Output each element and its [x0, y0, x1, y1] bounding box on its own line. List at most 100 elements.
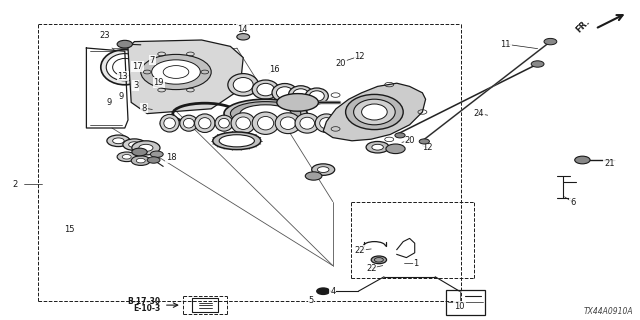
Text: 7: 7 [150, 56, 155, 65]
Circle shape [575, 156, 590, 164]
Circle shape [117, 40, 132, 48]
Text: 17: 17 [132, 62, 143, 71]
Text: TX44A0910A: TX44A0910A [584, 307, 634, 316]
Text: 24: 24 [474, 109, 484, 118]
Ellipse shape [362, 104, 387, 120]
Circle shape [122, 155, 131, 159]
Text: B-17-30: B-17-30 [127, 297, 161, 306]
Circle shape [131, 156, 150, 165]
Text: 13: 13 [118, 72, 128, 81]
Ellipse shape [257, 84, 275, 96]
Ellipse shape [346, 94, 403, 130]
Circle shape [136, 158, 145, 163]
Circle shape [317, 288, 330, 294]
Text: 20: 20 [404, 136, 415, 145]
Text: 5: 5 [308, 296, 314, 305]
Ellipse shape [230, 102, 301, 126]
Ellipse shape [300, 117, 314, 129]
Ellipse shape [184, 118, 194, 128]
Text: 8: 8 [141, 104, 147, 113]
Ellipse shape [272, 84, 298, 102]
Circle shape [147, 157, 160, 163]
Text: 14: 14 [237, 25, 247, 34]
Text: 3: 3 [133, 81, 138, 90]
Ellipse shape [180, 115, 198, 131]
Ellipse shape [233, 77, 253, 92]
Text: 19: 19 [154, 78, 164, 87]
Circle shape [117, 152, 136, 162]
Ellipse shape [309, 91, 324, 101]
Circle shape [150, 151, 163, 157]
Circle shape [372, 144, 383, 150]
Text: 15: 15 [64, 225, 74, 234]
Circle shape [386, 144, 405, 154]
Ellipse shape [198, 118, 211, 129]
Text: 20: 20 [335, 59, 346, 68]
Text: 22: 22 [366, 264, 376, 273]
Polygon shape [128, 40, 243, 114]
Ellipse shape [212, 132, 261, 150]
Text: 23: 23 [99, 31, 109, 40]
Ellipse shape [289, 86, 313, 103]
Ellipse shape [293, 89, 308, 100]
Circle shape [129, 142, 140, 148]
Text: E-10-3: E-10-3 [133, 304, 161, 313]
Circle shape [366, 141, 389, 153]
Text: 16: 16 [269, 65, 279, 74]
Ellipse shape [164, 118, 175, 129]
Ellipse shape [101, 50, 149, 85]
Polygon shape [323, 83, 426, 141]
Ellipse shape [276, 87, 293, 99]
Text: 9: 9 [119, 92, 124, 100]
Text: 1: 1 [413, 259, 419, 268]
Ellipse shape [280, 117, 296, 130]
Ellipse shape [160, 115, 179, 132]
Ellipse shape [353, 99, 396, 125]
Text: 9: 9 [106, 98, 111, 107]
Circle shape [237, 34, 250, 40]
Circle shape [139, 144, 153, 151]
Circle shape [419, 139, 429, 144]
Text: 2: 2 [12, 180, 17, 188]
Ellipse shape [252, 112, 279, 134]
Ellipse shape [215, 115, 233, 131]
Ellipse shape [252, 80, 279, 99]
Text: FR.: FR. [575, 18, 592, 35]
Text: 6: 6 [570, 198, 575, 207]
Circle shape [395, 133, 405, 138]
Circle shape [531, 61, 544, 67]
Circle shape [123, 139, 146, 150]
Circle shape [371, 256, 387, 264]
Text: 10: 10 [454, 302, 465, 311]
Text: 11: 11 [500, 40, 511, 49]
Circle shape [132, 148, 147, 156]
Text: 4: 4 [330, 287, 335, 296]
Text: 18: 18 [166, 153, 177, 162]
Text: 12: 12 [355, 52, 365, 60]
Ellipse shape [257, 116, 274, 130]
Circle shape [113, 138, 124, 144]
Ellipse shape [240, 105, 291, 123]
Ellipse shape [277, 93, 319, 111]
Text: 22: 22 [355, 246, 365, 255]
Circle shape [544, 38, 557, 45]
Ellipse shape [231, 113, 255, 134]
Ellipse shape [319, 118, 333, 129]
Ellipse shape [295, 113, 319, 133]
Ellipse shape [219, 118, 229, 128]
Ellipse shape [275, 113, 301, 134]
Ellipse shape [236, 117, 250, 130]
Circle shape [141, 54, 211, 90]
Circle shape [152, 60, 200, 84]
Circle shape [305, 172, 322, 180]
Ellipse shape [106, 53, 143, 81]
Circle shape [107, 135, 130, 147]
Circle shape [317, 167, 329, 172]
Ellipse shape [315, 114, 338, 132]
Ellipse shape [228, 74, 259, 96]
Ellipse shape [195, 114, 215, 132]
Text: 21: 21 [604, 159, 614, 168]
Ellipse shape [219, 135, 255, 147]
Circle shape [132, 141, 160, 155]
Ellipse shape [305, 88, 328, 104]
